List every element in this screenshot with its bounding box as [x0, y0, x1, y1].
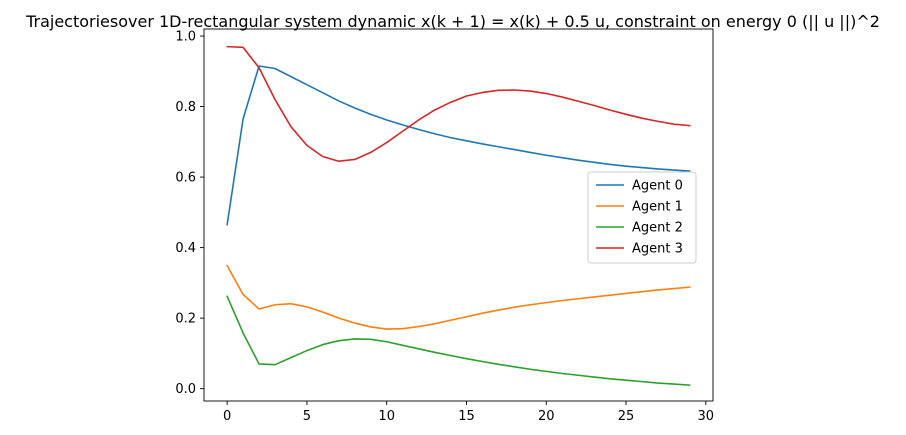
plot-frame: [203, 28, 714, 402]
x-tick-label: 20: [538, 409, 555, 424]
x-tick-label: 30: [698, 409, 715, 424]
series-line-agent-0: [226, 65, 691, 226]
y-tick-label: 0.4: [175, 241, 196, 256]
x-tick-label: 10: [378, 409, 395, 424]
chart-title: Trajectoriesover 1D-rectangular system d…: [25, 12, 880, 31]
x-tick-label: 15: [458, 409, 475, 424]
series-line-agent-1: [226, 264, 691, 330]
legend-box: [587, 171, 697, 264]
x-tick-label: 5: [303, 409, 311, 424]
y-tick-label: 0.8: [175, 100, 196, 115]
axes: 0 5 10 15 20 25 30 0.0 0.2 0.4 0.6 0.8 1.0: [175, 28, 715, 424]
legend-label: Agent 3: [632, 242, 683, 257]
series-line-agent-3: [226, 45, 691, 163]
y-tick-label: 0.6: [175, 171, 196, 186]
x-tick-label: 25: [618, 409, 635, 424]
legend-label: Agent 2: [632, 221, 683, 236]
series-layer: [226, 45, 691, 386]
legend: Agent 0 Agent 1 Agent 2 Agent 3: [587, 171, 697, 264]
y-tick-label: 0.0: [175, 382, 196, 397]
y-tick-label: 0.2: [175, 312, 196, 327]
series-line-agent-2: [226, 295, 691, 386]
legend-label: Agent 1: [632, 200, 683, 215]
legend-label: Agent 0: [632, 179, 683, 194]
x-tick-label: 0: [223, 409, 231, 424]
y-tick-label: 1.0: [175, 30, 196, 45]
